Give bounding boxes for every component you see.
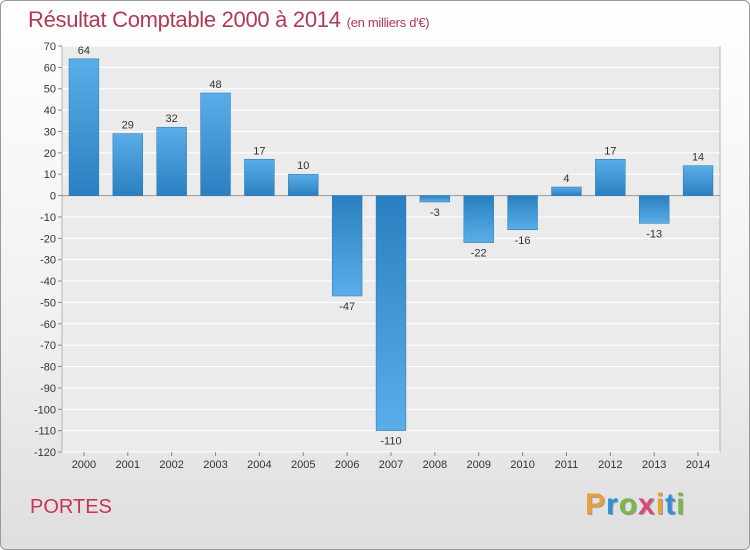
location-name: PORTES — [30, 496, 112, 518]
data-labels: 64 29 32 48 17 10 -47 -110 -3 -22 -16 4 17 -13 14 — [78, 45, 704, 448]
data-label-2001: 29 — [122, 120, 134, 132]
x-tick-label: 2006 — [335, 459, 359, 471]
chart-title-text: Résultat Comptable 2000 à 2014 — [28, 7, 341, 32]
x-tick-label: 2014 — [686, 459, 710, 471]
y-tick-label: -40 — [40, 276, 56, 288]
x-axis: 2000 2001 2002 2003 2004 2005 2006 2007 2008 2009… — [72, 452, 710, 471]
y-tick-label: -20 — [40, 233, 56, 245]
y-tick-label: 20 — [44, 148, 56, 160]
bar-2000 — [68, 58, 100, 196]
data-label-2013: -13 — [646, 228, 662, 240]
y-tick-label: -120 — [34, 447, 56, 459]
x-tick-label: 2013 — [642, 459, 666, 471]
bar-2004 — [244, 159, 275, 196]
chart-title-unit: (en milliers d'€) — [346, 15, 430, 30]
proxiti-logo[interactable]: Proxiti — [585, 488, 685, 522]
x-tick-label: 2011 — [555, 459, 579, 471]
logo-letter: o — [618, 488, 639, 521]
data-label-2009: -22 — [471, 248, 487, 260]
x-tick-label: 2012 — [598, 459, 622, 471]
bar-series — [68, 58, 714, 431]
y-tick-label: -90 — [40, 383, 56, 395]
bar-2003 — [200, 92, 231, 196]
bar-2008 — [419, 195, 451, 203]
bar-2009 — [463, 195, 494, 243]
data-label-2005: 10 — [297, 160, 309, 172]
y-tick-label: -50 — [40, 297, 56, 309]
y-tick-label: -110 — [35, 426, 56, 438]
bar-2006 — [331, 195, 363, 297]
y-tick-label: -10 — [40, 212, 56, 224]
y-tick-label: -70 — [40, 340, 56, 352]
y-axis: 70 60 50 40 30 20 10 0 -10 -20 -30 -40 -50 -60 -70 -80 -… — [34, 41, 62, 459]
bar-2013 — [639, 195, 670, 224]
x-tick-label: 2002 — [159, 459, 183, 471]
y-tick-label: 60 — [44, 62, 56, 74]
x-tick-label: 2004 — [247, 459, 271, 471]
x-tick-label: 2007 — [379, 459, 403, 471]
logo-letter: t — [665, 488, 677, 521]
data-label-2004: 17 — [253, 145, 265, 157]
x-tick-label: 2005 — [291, 459, 315, 471]
bar-2005 — [288, 173, 319, 196]
logo-letter: P — [585, 488, 607, 521]
bar-2014 — [682, 165, 714, 196]
data-label-2002: 32 — [166, 113, 178, 125]
x-tick-label: 2008 — [423, 459, 447, 471]
data-label-2012: 17 — [604, 145, 616, 157]
x-tick-label: 2010 — [510, 459, 534, 471]
y-tick-label: -30 — [40, 255, 56, 267]
y-tick-label: 70 — [44, 41, 56, 53]
data-label-2007: -110 — [380, 436, 401, 448]
y-tick-label: -60 — [40, 319, 56, 331]
data-label-2014: 14 — [692, 152, 704, 164]
logo-letter: r — [606, 488, 619, 521]
y-tick-label: 40 — [44, 105, 56, 117]
data-label-2006: -47 — [339, 301, 355, 313]
x-tick-label: 2003 — [203, 459, 227, 471]
y-tick-label: -80 — [40, 362, 56, 374]
logo-letter: i — [655, 488, 666, 521]
y-tick-label: -100 — [34, 404, 56, 416]
y-tick-label: 0 — [50, 191, 56, 203]
data-label-2010: -16 — [515, 235, 531, 247]
data-label-2011: 4 — [563, 173, 569, 185]
x-tick-label: 2000 — [72, 459, 96, 471]
data-label-2003: 48 — [209, 79, 221, 91]
logo-letter: i — [676, 488, 686, 521]
bar-2001 — [112, 133, 143, 196]
logo-letter: x — [638, 488, 656, 521]
x-tick-label: 2009 — [466, 459, 490, 471]
x-tick-label: 2001 — [116, 459, 140, 471]
bar-2007 — [375, 195, 407, 431]
y-tick-label: 10 — [44, 169, 56, 181]
bar-2012 — [595, 159, 626, 196]
bar-2010 — [507, 195, 538, 231]
chart-title: Résultat Comptable 2000 à 2014 (en millie… — [28, 7, 430, 33]
data-label-2008: -3 — [430, 207, 440, 219]
y-tick-label: 50 — [44, 84, 56, 96]
bar-2002 — [156, 126, 187, 196]
bar-2011 — [551, 186, 582, 196]
y-tick-label: 30 — [44, 126, 56, 138]
data-label-2000: 64 — [78, 45, 90, 57]
